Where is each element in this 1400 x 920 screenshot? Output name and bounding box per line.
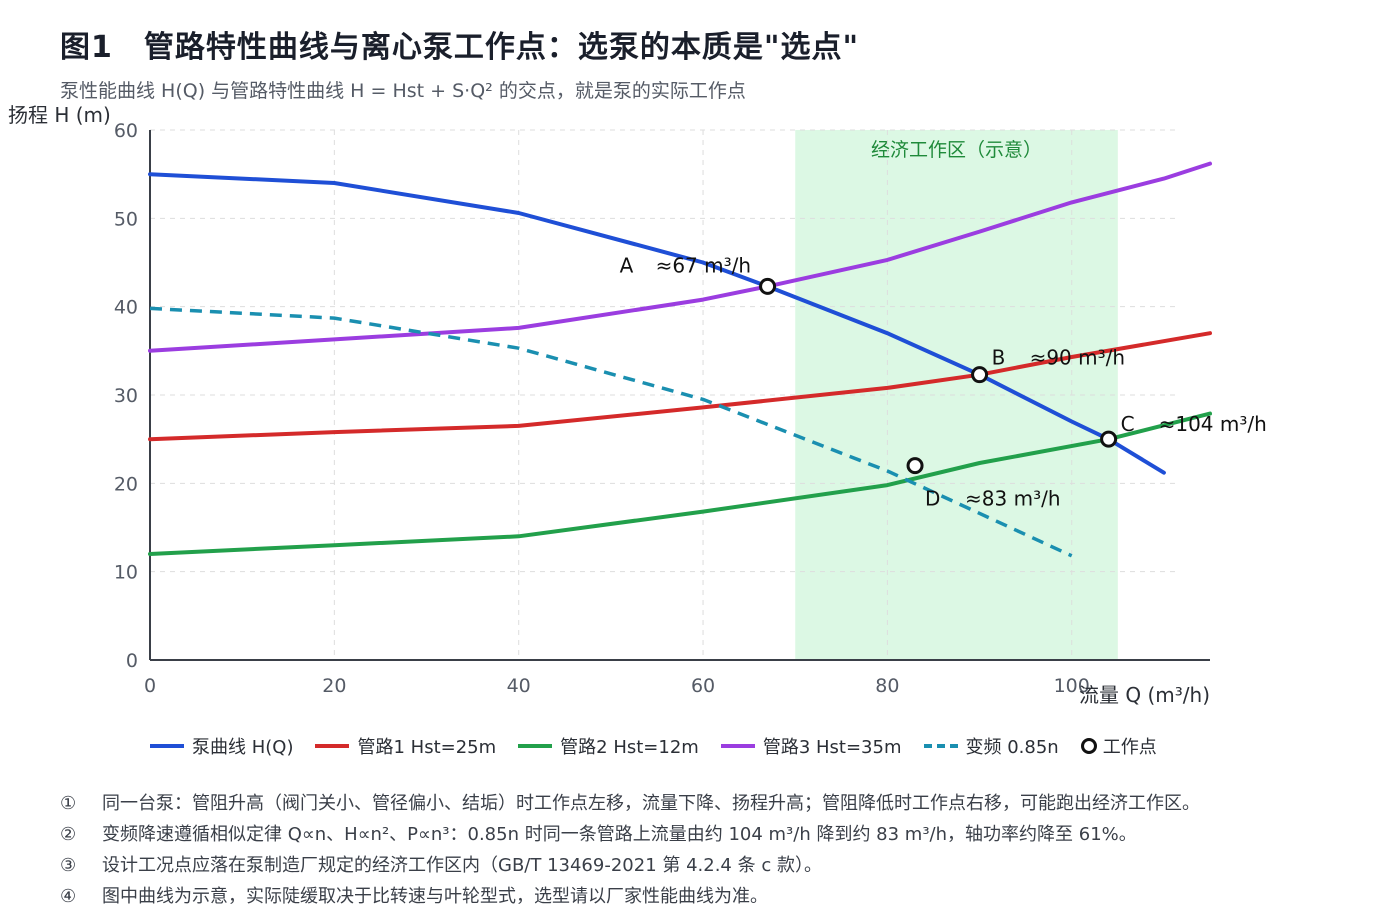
x-tick-label: 0 <box>144 675 156 697</box>
note-number: ② <box>60 824 77 845</box>
x-tick-label: 20 <box>322 675 346 697</box>
economic-zone-label: 经济工作区（示意） <box>871 139 1042 161</box>
legend-swatch-pipe3 <box>720 744 755 748</box>
operating-point-value-D: ≈83 m³/h <box>965 487 1060 511</box>
legend-label-pump: 泵曲线 H(Q) <box>192 737 294 758</box>
operating-point-value-A: ≈67 m³/h <box>656 253 751 277</box>
legend-item-pipe1: 管路1 Hst=25m <box>315 733 496 759</box>
y-tick-label: 20 <box>114 473 138 495</box>
note-item: ② 变频降速遵循相似定律 Q∝n、H∝n²、P∝n³：0.85n 时同一条管路上流… <box>60 819 1200 850</box>
note-item: ① 同一台泵：管阻升高（阀门关小、管径偏小、结垢）时工作点左移，流量下降、扬程升高… <box>60 788 1200 819</box>
y-tick-label: 50 <box>114 208 138 230</box>
operating-point-label-B: B <box>992 346 1006 370</box>
note-text: 同一台泵：管阻升高（阀门关小、管径偏小、结垢）时工作点左移，流量下降、扬程升高；… <box>102 793 1200 814</box>
y-axis-title: 扬程 H (m) <box>8 103 111 127</box>
operating-point-C <box>1100 430 1118 448</box>
x-tick-label: 80 <box>875 675 899 697</box>
note-text: 设计工况点应落在泵制造厂规定的经济工作区内（GB/T 13469-2021 第 … <box>102 855 822 876</box>
legend-swatch-pipe1 <box>315 744 350 748</box>
x-tick-label: 60 <box>691 675 715 697</box>
legend-item-pump: 泵曲线 H(Q) <box>150 733 293 759</box>
operating-point-value-C: ≈104 m³/h <box>1159 412 1267 436</box>
operating-point-D <box>906 457 924 475</box>
y-tick-label: 30 <box>114 385 138 407</box>
operating-point-A <box>759 277 777 295</box>
note-text: 图中曲线为示意，实际陡缓取决于比转速与叶轮型式，选型请以厂家性能曲线为准。 <box>102 886 768 907</box>
series-line-1 <box>148 331 1212 442</box>
legend-label-vfd: 变频 0.85n <box>965 737 1059 758</box>
pump-curve-chart: 经济工作区（示意） 0 10 20 30 40 50 60 0 20 40 60 80 100 扬程 H (… <box>8 103 1267 707</box>
note-number: ④ <box>60 886 77 907</box>
series-line-3 <box>148 161 1212 353</box>
legend-item-pipe2: 管路2 Hst=12m <box>518 733 699 759</box>
chart-title: 图1 管路特性曲线与离心泵工作点：选泵的本质是"选点" <box>60 30 860 65</box>
note-item: ④ 图中曲线为示意，实际陡缓取决于比转速与叶轮型式，选型请以厂家性能曲线为准。 <box>60 881 1200 912</box>
note-item: ③ 设计工况点应落在泵制造厂规定的经济工作区内（GB/T 13469-2021 第… <box>60 850 1200 881</box>
operating-point-B <box>971 366 989 384</box>
legend-label-pipe1: 管路1 Hst=25m <box>357 737 497 758</box>
chart-subtitle: 泵性能曲线 H(Q) 与管路特性曲线 H = Hst + S·Q² 的交点，就是… <box>60 80 746 102</box>
series-line-0 <box>148 172 1166 475</box>
note-number: ① <box>60 793 77 814</box>
x-tick-label: 40 <box>507 675 531 697</box>
notes-list: ① 同一台泵：管阻升高（阀门关小、管径偏小、结垢）时工作点左移，流量下降、扬程升高… <box>60 788 1200 912</box>
note-number: ③ <box>60 855 77 876</box>
operating-point-label-D: D <box>925 487 940 511</box>
legend-label-pipe3: 管路3 Hst=35m <box>762 737 902 758</box>
y-tick-label: 10 <box>114 562 138 584</box>
x-axis-title: 流量 Q (m³/h) <box>1079 683 1210 707</box>
legend-label-operating-point: 工作点 <box>1102 737 1157 758</box>
operating-point-marker-icon <box>1080 738 1097 754</box>
legend-label-pipe2: 管路2 Hst=12m <box>560 737 699 758</box>
legend-item-pipe3: 管路3 Hst=35m <box>720 733 902 759</box>
y-tick-label: 40 <box>114 297 138 319</box>
operating-point-label-C: C <box>1121 412 1135 436</box>
note-text: 变频降速遵循相似定律 Q∝n、H∝n²、P∝n³：0.85n 时同一条管路上流量… <box>102 824 1137 845</box>
y-tick-label: 60 <box>114 120 138 142</box>
y-tick-label: 0 <box>126 650 138 672</box>
legend-swatch-pipe2 <box>518 744 553 748</box>
legend-item-vfd: 变频 0.85n <box>923 733 1059 759</box>
series-line-4 <box>149 306 1073 558</box>
operating-point-value-B: ≈90 m³/h <box>1030 346 1125 370</box>
legend-swatch-pump <box>150 744 184 748</box>
legend: 泵曲线 H(Q) 管路1 Hst=25m 管路2 Hst=12m 管路3 Hst… <box>150 733 1179 759</box>
legend-swatch-vfd <box>923 744 958 748</box>
x-tick-label: 100 <box>1054 675 1090 697</box>
series-line-2 <box>148 411 1212 556</box>
legend-item-operating-point: 工作点 <box>1080 733 1157 759</box>
operating-point-label-A: A <box>620 253 634 277</box>
